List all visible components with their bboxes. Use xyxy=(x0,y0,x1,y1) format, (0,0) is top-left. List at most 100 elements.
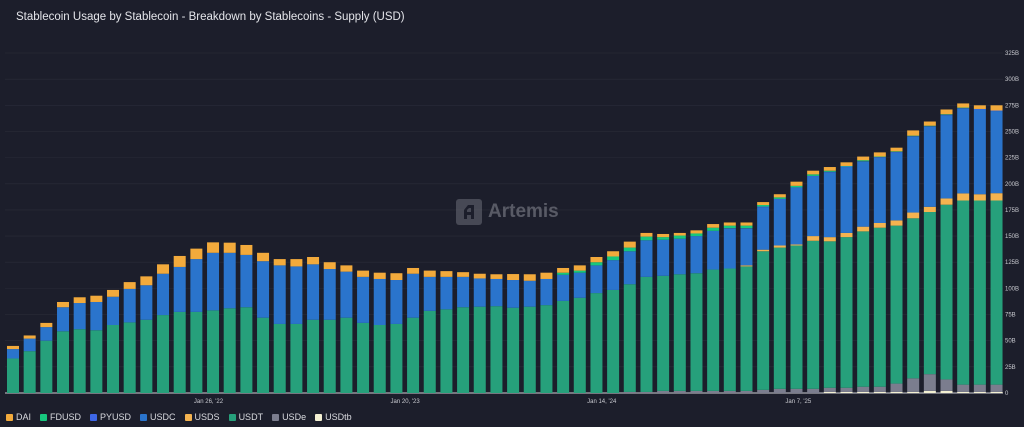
legend-item-dai[interactable]: DAI xyxy=(6,412,31,422)
bar-segment-usds[interactable] xyxy=(840,232,853,238)
bar-segment-usdt[interactable] xyxy=(90,330,103,393)
bar-segment-pyusd[interactable] xyxy=(857,161,870,162)
bar-segment-usdt[interactable] xyxy=(657,275,670,391)
bar-segment-usdc[interactable] xyxy=(457,276,470,308)
bar-segment-usdtb[interactable] xyxy=(990,391,1003,393)
bar-segment-usde[interactable] xyxy=(840,387,853,392)
bar-segment-dai[interactable] xyxy=(790,181,803,186)
bar-segment-fdusd[interactable] xyxy=(657,237,670,240)
bar-segment-dai[interactable] xyxy=(973,105,986,109)
bar-segment-usde[interactable] xyxy=(773,388,786,393)
bar-segment-usdt[interactable] xyxy=(357,322,370,393)
bar-segment-dai[interactable] xyxy=(423,270,436,277)
bar-segment-usdc[interactable] xyxy=(657,239,670,276)
bar-segment-usdt[interactable] xyxy=(873,227,886,387)
legend-item-fdusd[interactable]: FDUSD xyxy=(40,412,81,422)
bar-segment-usdt[interactable] xyxy=(73,329,86,393)
bar-segment-usdc[interactable] xyxy=(957,108,970,194)
bar-stack[interactable] xyxy=(323,262,336,393)
bar-stack[interactable] xyxy=(540,272,553,393)
bar-segment-dai[interactable] xyxy=(473,273,486,279)
bar-segment-dai[interactable] xyxy=(340,265,353,272)
bar-segment-usdc[interactable] xyxy=(507,280,520,308)
legend-item-usdc[interactable]: USDC xyxy=(140,412,176,422)
bar-segment-usde[interactable] xyxy=(907,378,920,392)
bar-segment-usds[interactable] xyxy=(823,237,836,242)
bar-segment-usdtb[interactable] xyxy=(857,391,870,393)
bar-segment-usdt[interactable] xyxy=(640,276,653,392)
legend-item-pyusd[interactable]: PYUSD xyxy=(90,412,131,422)
bar-segment-usdt[interactable] xyxy=(573,297,586,393)
bar-segment-usde[interactable] xyxy=(973,384,986,392)
bar-segment-usdc[interactable] xyxy=(73,303,86,330)
bar-segment-pyusd[interactable] xyxy=(790,187,803,188)
bar-segment-dai[interactable] xyxy=(807,170,820,175)
bar-segment-dai[interactable] xyxy=(640,232,653,237)
bar-segment-usdt[interactable] xyxy=(40,340,53,393)
bar-segment-dai[interactable] xyxy=(523,274,536,281)
bar-stack[interactable] xyxy=(407,267,420,393)
bar-segment-usdt[interactable] xyxy=(757,251,770,390)
bar-segment-dai[interactable] xyxy=(240,244,253,255)
bar-stack[interactable] xyxy=(857,156,870,393)
bar-segment-usdt[interactable] xyxy=(507,307,520,393)
bar-stack[interactable] xyxy=(907,130,920,393)
bar-stack[interactable] xyxy=(240,244,253,393)
bar-segment-usdt[interactable] xyxy=(407,317,420,393)
bar-stack[interactable] xyxy=(807,170,820,393)
bar-segment-usdc[interactable] xyxy=(773,199,786,246)
bar-stack[interactable] xyxy=(357,270,370,393)
bar-segment-pyusd[interactable] xyxy=(973,108,986,110)
bar-segment-usdc[interactable] xyxy=(940,115,953,199)
bar-segment-usde[interactable] xyxy=(657,390,670,393)
bar-segment-fdusd[interactable] xyxy=(640,236,653,241)
bar-segment-usdt[interactable] xyxy=(673,274,686,391)
bar-stack[interactable] xyxy=(490,274,503,393)
bar-stack[interactable] xyxy=(457,272,470,393)
bar-segment-fdusd[interactable] xyxy=(940,114,953,115)
bar-segment-dai[interactable] xyxy=(757,202,770,206)
bar-segment-pyusd[interactable] xyxy=(890,151,903,153)
bar-segment-fdusd[interactable] xyxy=(957,107,970,109)
bar-segment-usde[interactable] xyxy=(857,386,870,392)
bar-segment-dai[interactable] xyxy=(940,109,953,115)
bar-segment-dai[interactable] xyxy=(7,345,19,350)
legend-item-usds[interactable]: USDS xyxy=(184,412,220,422)
bar-segment-dai[interactable] xyxy=(23,335,36,339)
bar-segment-dai[interactable] xyxy=(673,232,686,236)
bar-segment-dai[interactable] xyxy=(457,272,470,277)
bar-segment-usdc[interactable] xyxy=(373,278,386,325)
bar-segment-usdc[interactable] xyxy=(440,276,453,310)
bar-segment-usdc[interactable] xyxy=(740,228,753,266)
bar-segment-dai[interactable] xyxy=(907,130,920,136)
bar-segment-dai[interactable] xyxy=(40,322,53,328)
bar-stack[interactable] xyxy=(90,295,103,393)
bar-stack[interactable] xyxy=(623,241,636,393)
legend-item-usdt[interactable]: USDT xyxy=(228,412,263,422)
bar-stack[interactable] xyxy=(307,257,320,393)
legend-item-usde[interactable]: USDe xyxy=(272,412,306,422)
bar-segment-usdc[interactable] xyxy=(7,349,19,359)
bar-segment-fdusd[interactable] xyxy=(623,247,636,252)
bar-stack[interactable] xyxy=(423,270,436,393)
bar-segment-dai[interactable] xyxy=(657,233,670,238)
bar-segment-dai[interactable] xyxy=(323,262,336,270)
bar-segment-usdt[interactable] xyxy=(890,225,903,384)
bar-segment-usds[interactable] xyxy=(857,226,870,232)
bar-segment-usdtb[interactable] xyxy=(907,391,920,393)
bar-segment-usdc[interactable] xyxy=(490,278,503,307)
bar-segment-fdusd[interactable] xyxy=(723,225,736,229)
bar-segment-dai[interactable] xyxy=(207,242,220,253)
bar-segment-dai[interactable] xyxy=(107,289,120,297)
bar-segment-usdt[interactable] xyxy=(857,231,870,387)
bar-segment-dai[interactable] xyxy=(573,265,586,271)
bar-segment-usdc[interactable] xyxy=(140,285,153,320)
bar-segment-fdusd[interactable] xyxy=(807,174,820,176)
bar-segment-usdt[interactable] xyxy=(590,293,603,393)
bar-segment-usdt[interactable] xyxy=(223,308,236,393)
bar-segment-fdusd[interactable] xyxy=(907,135,920,137)
bar-segment-usdc[interactable] xyxy=(790,187,803,245)
bar-segment-usdc[interactable] xyxy=(523,280,536,307)
bar-segment-usdc[interactable] xyxy=(57,307,70,332)
bar-segment-usdt[interactable] xyxy=(457,307,470,393)
